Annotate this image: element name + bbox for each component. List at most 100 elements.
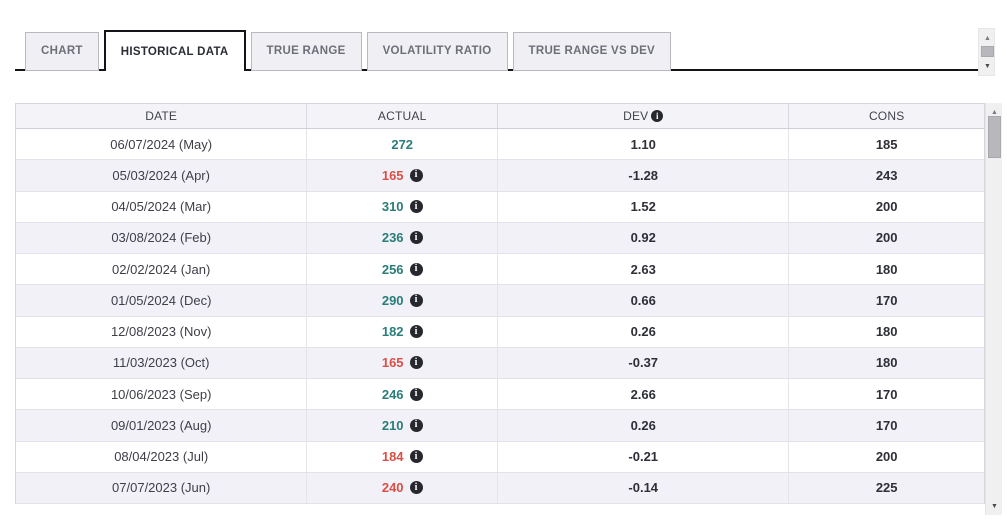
date-cell: 08/04/2023 (Jul) [16, 441, 308, 472]
dev-cell: 0.92 [498, 222, 790, 253]
info-icon[interactable]: i [409, 262, 423, 276]
dev-cell: -0.37 [498, 347, 790, 378]
cons-cell: 170 [875, 386, 898, 402]
actual-cell: 256 i [307, 254, 499, 285]
column-header-date: DATE [16, 104, 308, 128]
actual-cell: 165 i [307, 347, 499, 378]
actual-value: 236 [381, 230, 404, 246]
table-header-row: DATE ACTUAL DEV i CONS [16, 104, 984, 129]
actual-cell: 290 i [307, 285, 499, 316]
cons-cell: 180 [875, 324, 898, 340]
actual-value: 256 [381, 261, 404, 277]
dev-cell: -1.28 [498, 160, 790, 191]
cons-cell: 185 [875, 136, 898, 152]
column-header-date-label: DATE [145, 109, 178, 123]
tab-historical-data[interactable]: HISTORICAL DATA [103, 30, 246, 71]
actual-value: 182 [381, 324, 404, 340]
info-icon[interactable]: i [409, 293, 423, 307]
date-cell: 05/03/2024 (Apr) [16, 160, 308, 191]
actual-value: 240 [381, 480, 404, 496]
table-body: 06/07/2024 (May) 272 i 1.10 185 05/03/20… [16, 129, 984, 504]
table-row: 10/06/2023 (Sep) 246 i 2.66 170 [16, 379, 984, 411]
date-cell: 11/03/2023 (Oct) [16, 347, 308, 378]
table-row: 03/08/2024 (Feb) 236 i 0.92 200 [16, 222, 984, 254]
cons-cell: 170 [875, 292, 898, 308]
tab-true-range[interactable]: TRUE RANGE [250, 32, 362, 71]
dev-cell: 2.66 [498, 379, 790, 410]
scroll-down-icon[interactable]: ▼ [991, 502, 998, 510]
scrollbar-thumb[interactable] [988, 116, 1001, 158]
actual-cell: 182 i [307, 316, 499, 347]
table-row: 07/07/2023 (Jun) 240 i -0.14 225 [16, 472, 984, 504]
table-row: 09/01/2023 (Aug) 210 i 0.26 170 [16, 410, 984, 442]
info-icon[interactable]: i [409, 231, 423, 245]
cons-cell: 200 [875, 199, 898, 215]
scrollbar-thumb[interactable] [981, 46, 994, 57]
tab-volatility-ratio[interactable]: VOLATILITY RATIO [366, 32, 508, 71]
actual-cell: 272 i [307, 129, 499, 160]
actual-value: 246 [381, 386, 404, 402]
dev-cell: 0.66 [498, 285, 790, 316]
actual-cell: 184 i [307, 441, 499, 472]
table-row: 04/05/2024 (Mar) 310 i 1.52 200 [16, 191, 984, 223]
dev-cell: -0.21 [498, 441, 790, 472]
info-icon[interactable]: i [409, 200, 423, 214]
date-cell: 10/06/2023 (Sep) [16, 379, 308, 410]
date-cell: 03/08/2024 (Feb) [16, 222, 308, 253]
dev-cell: 0.26 [498, 410, 790, 441]
cons-cell: 180 [875, 261, 898, 277]
date-cell: 09/01/2023 (Aug) [16, 410, 308, 441]
info-icon[interactable]: i [409, 387, 423, 401]
date-cell: 07/07/2023 (Jun) [16, 472, 308, 503]
table-row: 01/05/2024 (Dec) 290 i 0.66 170 [16, 285, 984, 317]
info-icon[interactable]: i [409, 481, 423, 495]
info-icon[interactable]: i [409, 168, 423, 182]
date-cell: 06/07/2024 (May) [16, 129, 308, 160]
date-cell: 02/02/2024 (Jan) [16, 254, 308, 285]
cons-cell: 243 [875, 167, 898, 183]
scroll-up-icon[interactable]: ▲ [991, 108, 998, 116]
cons-cell: 180 [875, 355, 898, 371]
table-row: 02/02/2024 (Jan) 256 i 2.63 180 [16, 254, 984, 286]
actual-value: 290 [381, 292, 404, 308]
tab-true-range-vs-dev[interactable]: TRUE RANGE VS DEV [512, 32, 672, 71]
info-icon[interactable]: i [409, 418, 423, 432]
column-header-dev: DEV i [498, 104, 790, 128]
cons-cell: 170 [875, 417, 898, 433]
table-row: 11/03/2023 (Oct) 165 i -0.37 180 [16, 347, 984, 379]
scroll-up-icon[interactable]: ▲ [984, 34, 991, 42]
table-scrollbar[interactable]: ▲ ▼ [985, 103, 1002, 515]
tabs-strip: CHART HISTORICAL DATA TRUE RANGE VOLATILITY… [25, 30, 676, 71]
historical-data-table: DATE ACTUAL DEV i CONS 06/07/2024 (May) … [15, 103, 985, 504]
actual-cell: 246 i [307, 379, 499, 410]
dev-cell: 2.63 [498, 254, 790, 285]
actual-cell: 236 i [307, 222, 499, 253]
info-icon[interactable]: i [409, 450, 423, 464]
actual-value: 210 [381, 417, 404, 433]
info-icon[interactable]: i [409, 325, 423, 339]
dev-info-icon[interactable]: i [651, 110, 664, 122]
date-cell: 04/05/2024 (Mar) [16, 191, 308, 222]
table-row: 12/08/2023 (Nov) 182 i 0.26 180 [16, 316, 984, 348]
actual-value: 165 [381, 355, 404, 371]
cons-cell: 225 [875, 480, 898, 496]
scroll-down-icon[interactable]: ▼ [984, 62, 991, 70]
info-icon[interactable]: i [409, 356, 423, 370]
page-scrollbar[interactable]: ▲ ▼ [978, 28, 995, 76]
actual-value: 272 [391, 136, 414, 152]
historical-data-panel: DATE ACTUAL DEV i CONS 06/07/2024 (May) … [15, 103, 1002, 521]
column-header-dev-label: DEV [623, 109, 649, 123]
date-cell: 12/08/2023 (Nov) [16, 316, 308, 347]
column-header-actual-label: ACTUAL [377, 109, 427, 123]
table-row: 08/04/2023 (Jul) 184 i -0.21 200 [16, 441, 984, 473]
actual-cell: 310 i [307, 191, 499, 222]
cons-cell: 200 [875, 449, 898, 465]
tab-bar: CHART HISTORICAL DATA TRUE RANGE VOLATILITY… [15, 30, 978, 71]
actual-value: 184 [381, 449, 404, 465]
column-header-cons: CONS [789, 104, 984, 128]
actual-cell: 210 i [307, 410, 499, 441]
cons-cell: 200 [875, 230, 898, 246]
table-row: 05/03/2024 (Apr) 165 i -1.28 243 [16, 160, 984, 192]
dev-cell: 0.26 [498, 316, 790, 347]
tab-chart[interactable]: CHART [25, 32, 99, 71]
